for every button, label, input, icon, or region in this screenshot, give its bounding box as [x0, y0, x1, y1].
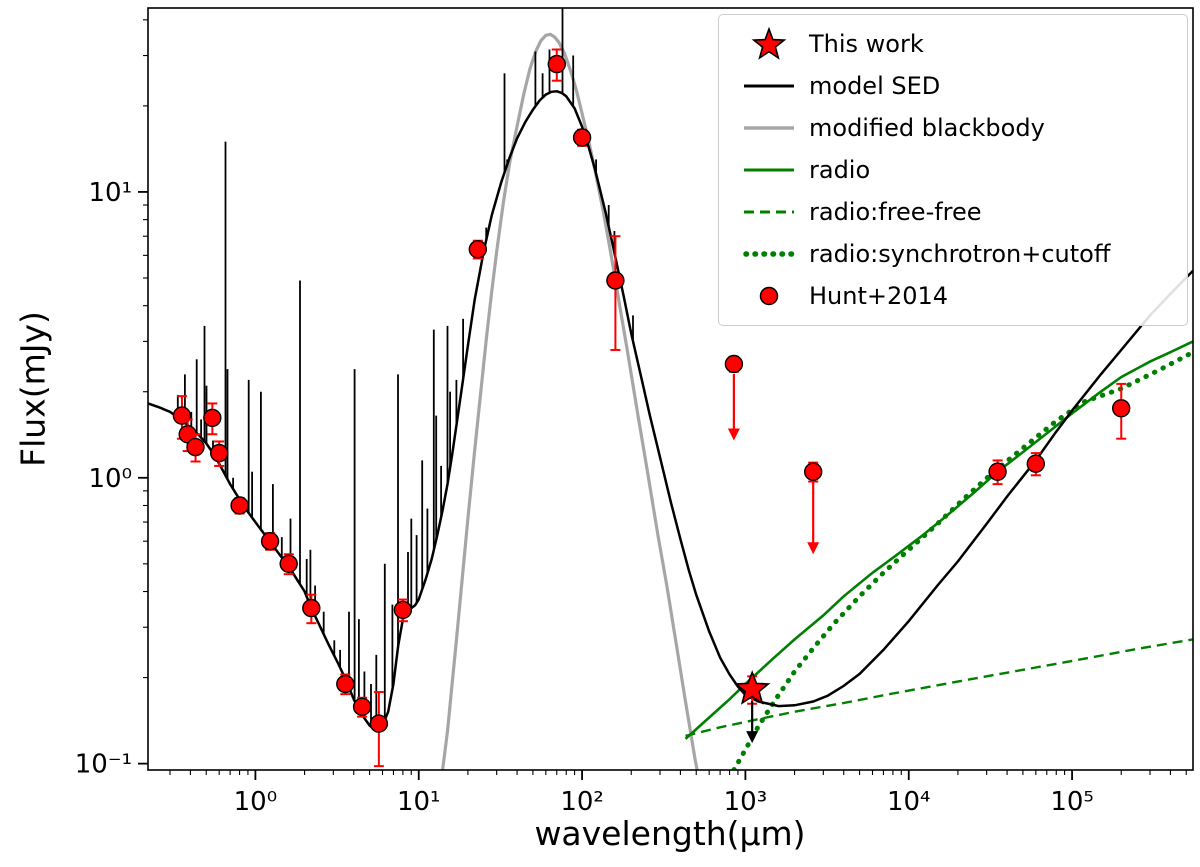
hunt-2014-data-point [336, 674, 355, 694]
hunt-2014-data-point [572, 128, 592, 147]
legend-item-radio-free-free: radio:free-free [729, 191, 1177, 233]
hunt-2014-data-point [230, 496, 249, 515]
hunt-2014-data-point [988, 462, 1007, 481]
curve-model-sed [148, 90, 1193, 733]
green-dotted-line-icon [729, 248, 809, 260]
legend: This work model SED modified blackbody r… [718, 14, 1188, 326]
x-tick-label: 10³ [724, 787, 768, 817]
this-work-star [733, 670, 771, 705]
hunt-2014-data-point [724, 354, 744, 374]
y-tick-label: 10¹ [88, 178, 132, 208]
legend-item-this-work: This work [729, 23, 1177, 65]
star-icon [729, 27, 809, 61]
upper-limit-arrowhead [746, 731, 759, 744]
hunt-2014-data-point [606, 271, 625, 290]
green-dashed-line-icon [729, 207, 809, 217]
legend-label: Hunt+2014 [809, 282, 949, 310]
curve-radio [684, 340, 1193, 740]
hunt-2014-data-point [209, 443, 229, 463]
legend-item-modified-blackbody: modified blackbody [729, 107, 1177, 149]
hunt-2014-data-point [547, 54, 566, 74]
hunt-2014-data-point [352, 697, 372, 716]
hunt-2014-data-point [468, 240, 487, 259]
hunt-2014-data-point [279, 554, 298, 573]
hunt-2014-data-point [1111, 399, 1131, 418]
legend-label: This work [809, 30, 924, 58]
x-tick-label: 10⁵ [1050, 787, 1094, 817]
y-tick-label: 10⁰ [88, 464, 132, 494]
green-line-icon [729, 165, 809, 175]
red-circle-icon [729, 283, 809, 309]
hunt-2014-data-point [804, 462, 823, 481]
black-line-icon [729, 81, 809, 91]
legend-label: modified blackbody [809, 114, 1045, 142]
legend-label: model SED [809, 72, 941, 100]
legend-item-hunt-2014: Hunt+2014 [729, 275, 1177, 317]
axes-frame [147, 7, 1194, 771]
x-axis-label: wavelength(μm) [534, 814, 806, 853]
hunt-2014-data-point [302, 598, 321, 618]
hunt-2014-data-point [393, 600, 413, 620]
upper-limit-arrowhead [727, 428, 740, 441]
hunt-2014-data-point [203, 408, 222, 428]
legend-label: radio [809, 156, 871, 184]
legend-label: radio:free-free [809, 198, 982, 226]
upper-limit-arrowhead [807, 542, 820, 555]
hunt-2014-data-point [369, 714, 389, 733]
curve-modified-blackbody [441, 32, 699, 770]
hunt-2014-data-point [1026, 454, 1046, 473]
x-tick-label: 10⁰ [234, 787, 278, 817]
hunt-2014-data-point [186, 437, 205, 457]
hunt-2014-data-point [260, 532, 280, 551]
legend-item-radio: radio [729, 149, 1177, 191]
curve-radio-synchrotron-cutoff [731, 349, 1193, 770]
x-tick-label: 10¹ [397, 787, 441, 817]
x-tick-label: 10² [560, 787, 604, 817]
gray-line-icon [729, 123, 809, 133]
x-tick-label: 10⁴ [887, 787, 931, 817]
legend-item-model-sed: model SED [729, 65, 1177, 107]
y-axis-label: Flux(mJy) [13, 311, 53, 467]
plot-area [148, 8, 1193, 770]
legend-label: radio:synchrotron+cutoff [809, 240, 1111, 268]
y-tick-label: 10⁻¹ [75, 750, 132, 780]
legend-item-radio-synchrotron-cutoff: radio:synchrotron+cutoff [729, 233, 1177, 275]
